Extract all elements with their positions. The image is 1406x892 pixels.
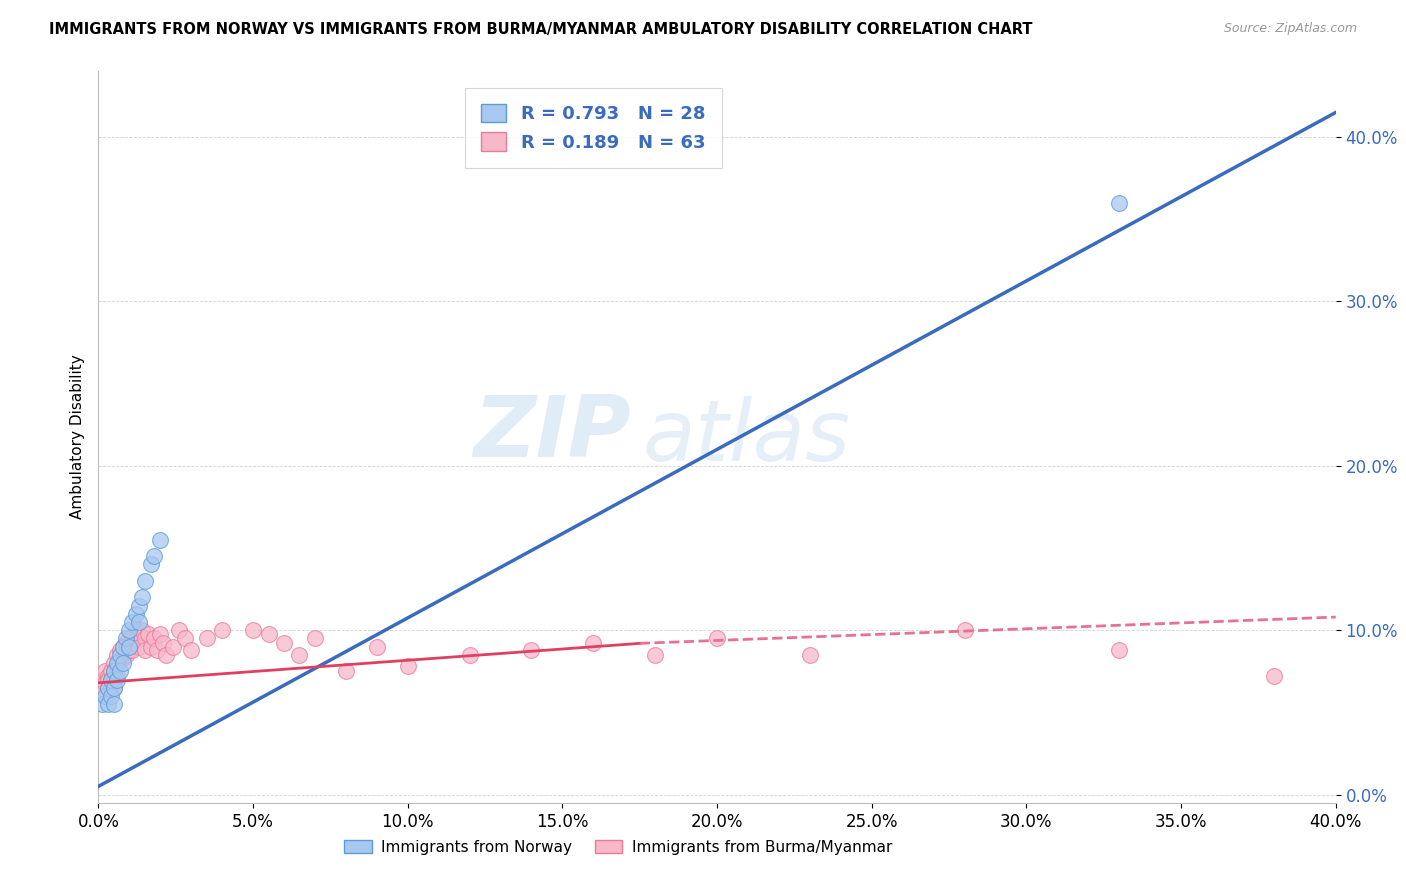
Point	[288, 648, 311, 662]
Point	[100, 689, 122, 703]
Point	[366, 640, 388, 654]
Point	[155, 648, 177, 662]
Point	[706, 632, 728, 646]
Point	[1108, 195, 1130, 210]
Point	[90, 697, 112, 711]
Point	[97, 681, 120, 695]
Point	[115, 632, 138, 646]
Point	[180, 643, 202, 657]
Point	[100, 681, 122, 695]
Point	[118, 632, 141, 646]
Point	[1108, 643, 1130, 657]
Point	[134, 632, 156, 646]
Point	[112, 651, 135, 665]
Point	[90, 681, 112, 695]
Text: IMMIGRANTS FROM NORWAY VS IMMIGRANTS FROM BURMA/MYANMAR AMBULATORY DISABILITY CO: IMMIGRANTS FROM NORWAY VS IMMIGRANTS FRO…	[49, 22, 1033, 37]
Point	[118, 624, 141, 638]
Point	[103, 656, 125, 670]
Point	[105, 669, 128, 683]
Point	[131, 624, 153, 638]
Point	[273, 636, 295, 650]
Point	[103, 673, 125, 687]
Point	[124, 607, 146, 621]
Point	[121, 643, 143, 657]
Point	[143, 632, 166, 646]
Point	[128, 640, 150, 654]
Text: atlas: atlas	[643, 395, 851, 479]
Point	[1263, 669, 1285, 683]
Point	[93, 689, 115, 703]
Point	[131, 591, 153, 605]
Point	[242, 624, 264, 638]
Point	[118, 640, 141, 654]
Point	[520, 643, 543, 657]
Point	[146, 643, 169, 657]
Point	[108, 653, 131, 667]
Point	[644, 648, 666, 662]
Point	[97, 681, 120, 695]
Point	[143, 549, 166, 564]
Text: ZIP: ZIP	[472, 392, 630, 475]
Point	[139, 558, 162, 572]
Point	[105, 656, 128, 670]
Point	[174, 632, 197, 646]
Point	[149, 626, 172, 640]
Point	[115, 636, 138, 650]
Point	[93, 675, 115, 690]
Point	[139, 640, 162, 654]
Point	[112, 640, 135, 654]
Point	[105, 659, 128, 673]
Point	[108, 665, 131, 679]
Point	[211, 624, 233, 638]
Point	[134, 643, 156, 657]
Point	[103, 697, 125, 711]
Point	[103, 665, 125, 679]
Point	[152, 636, 174, 650]
Point	[97, 697, 120, 711]
Point	[90, 673, 112, 687]
Point	[100, 673, 122, 687]
Point	[953, 624, 976, 638]
Point	[97, 673, 120, 687]
Point	[108, 643, 131, 657]
Point	[128, 599, 150, 613]
Point	[93, 665, 115, 679]
Point	[108, 648, 131, 662]
Point	[396, 659, 419, 673]
Point	[458, 648, 481, 662]
Point	[103, 681, 125, 695]
Point	[118, 643, 141, 657]
Point	[257, 626, 280, 640]
Point	[128, 626, 150, 640]
Point	[121, 632, 143, 646]
Point	[162, 640, 184, 654]
Point	[97, 669, 120, 683]
Point	[103, 665, 125, 679]
Point	[149, 533, 172, 547]
Y-axis label: Ambulatory Disability: Ambulatory Disability	[69, 355, 84, 519]
Point	[100, 665, 122, 679]
Text: Source: ZipAtlas.com: Source: ZipAtlas.com	[1223, 22, 1357, 36]
Point	[115, 648, 138, 662]
Point	[121, 615, 143, 629]
Point	[134, 574, 156, 588]
Point	[124, 624, 146, 638]
Point	[103, 681, 125, 695]
Legend: Immigrants from Norway, Immigrants from Burma/Myanmar: Immigrants from Norway, Immigrants from …	[339, 834, 898, 861]
Point	[335, 665, 357, 679]
Point	[100, 673, 122, 687]
Point	[112, 656, 135, 670]
Point	[112, 640, 135, 654]
Point	[128, 615, 150, 629]
Point	[582, 636, 605, 650]
Point	[105, 648, 128, 662]
Point	[136, 626, 159, 640]
Point	[167, 624, 190, 638]
Point	[105, 673, 128, 687]
Point	[195, 632, 218, 646]
Point	[304, 632, 326, 646]
Point	[799, 648, 821, 662]
